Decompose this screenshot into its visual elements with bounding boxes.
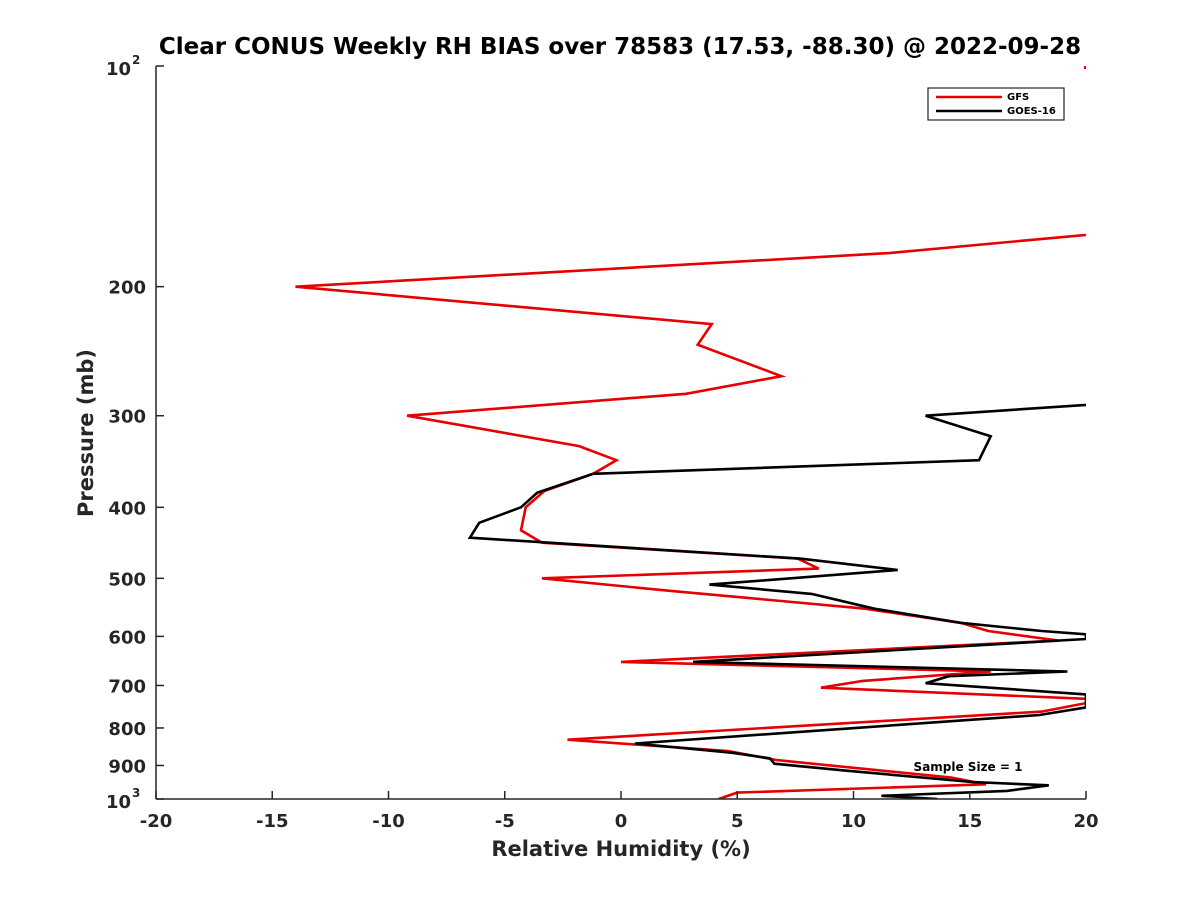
legend-box bbox=[927, 87, 1065, 121]
x-axis-ticks: -20 -15 -10 -5 0 5 10 15 20 bbox=[140, 791, 1099, 832]
series-line-goes16 bbox=[467, 403, 1086, 799]
y-tick-label: 10 3 bbox=[106, 786, 140, 813]
sample-size-annotation: Sample Size = 1 bbox=[914, 760, 1023, 774]
legend: GFS GOES-16 bbox=[927, 87, 1065, 121]
y-tick-base: 10 bbox=[106, 792, 131, 813]
x-tick-label: 5 bbox=[731, 811, 744, 832]
y-tick-base: 10 bbox=[106, 59, 131, 80]
y-axis-label: Pressure (mb) bbox=[74, 349, 98, 517]
x-axis-label: Relative Humidity (%) bbox=[491, 837, 750, 861]
y-tick-label: 400 bbox=[108, 498, 146, 519]
x-tick-label: -20 bbox=[140, 811, 173, 832]
plot-area bbox=[295, 233, 1086, 799]
x-tick-label: 15 bbox=[957, 811, 982, 832]
x-tick-label: -15 bbox=[256, 811, 289, 832]
chart-title: Clear CONUS Weekly RH BIAS over 78583 (1… bbox=[159, 34, 1081, 60]
x-tick-label: 0 bbox=[615, 811, 628, 832]
y-tick-label: 300 bbox=[108, 407, 146, 428]
y-tick-label: 700 bbox=[108, 676, 146, 697]
y-tick-label: 800 bbox=[108, 719, 146, 740]
legend-label-gfs: GFS bbox=[1007, 92, 1029, 103]
y-tick-label: 600 bbox=[108, 627, 146, 648]
x-tick-label: -5 bbox=[495, 811, 515, 832]
y-tick-exponent: 3 bbox=[132, 786, 140, 800]
plot-frame bbox=[156, 66, 1086, 799]
y-tick-exponent: 2 bbox=[132, 53, 140, 67]
series-line-gfs bbox=[295, 233, 1086, 799]
y-tick-label: 500 bbox=[108, 569, 146, 590]
gfs-marker-top bbox=[1084, 66, 1086, 69]
y-tick-label: 900 bbox=[108, 756, 146, 777]
x-tick-label: 20 bbox=[1073, 811, 1098, 832]
legend-label-goes16: GOES-16 bbox=[1007, 106, 1056, 117]
y-tick-label: 10 2 bbox=[106, 53, 140, 80]
y-tick-label: 200 bbox=[108, 278, 146, 299]
x-tick-label: 10 bbox=[841, 811, 866, 832]
x-tick-label: -10 bbox=[372, 811, 405, 832]
